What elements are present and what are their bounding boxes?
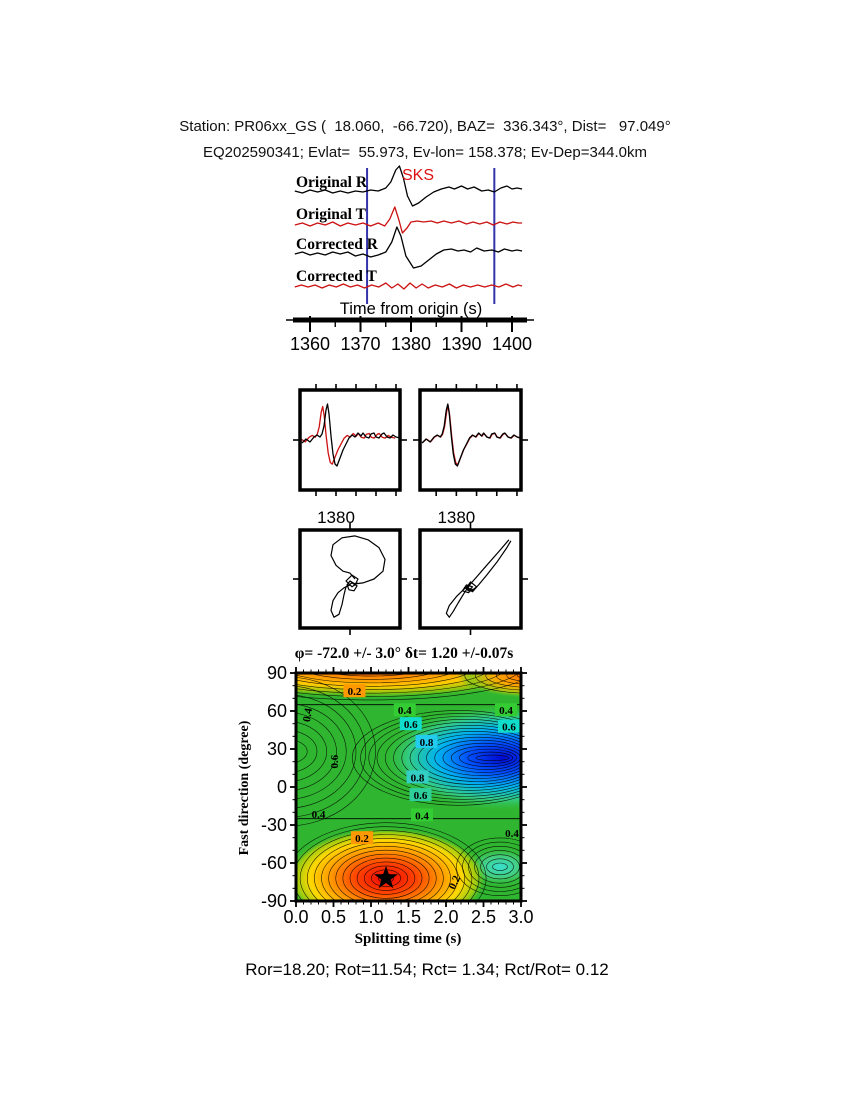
trace-original-r [294, 165, 523, 207]
contour-y-tick-label: 0 [277, 777, 287, 797]
event-header-line: EQ202590341; Evlat= 55.973, Ev-lon= 158.… [202, 144, 648, 161]
panel-frame [298, 388, 402, 492]
svg-text:0.8: 0.8 [420, 737, 434, 749]
svg-text:0.4: 0.4 [301, 707, 315, 723]
svg-text:0.6: 0.6 [404, 719, 418, 731]
misfit-contour-plot: 0.20.4 0.40.6 0.60.80.80.60.40.40.40.20.60… [261, 665, 534, 927]
contour-x-tick-label: 0.5 [321, 907, 346, 927]
particle-motion-path-corrected-linearized [461, 584, 474, 594]
contour-y-tick-label: -90 [261, 891, 287, 911]
trace-corrected-t [294, 282, 523, 290]
contour-x-tick-label: 2.5 [471, 907, 496, 927]
trace-original-t [294, 206, 523, 234]
contour-x-tick-label: 1.0 [358, 907, 383, 927]
particle-motion-path-uncorrected-elliptical [345, 574, 359, 588]
svg-text:0.2: 0.2 [348, 686, 362, 698]
contour-level-label: 0.2 [343, 684, 366, 698]
svg-text:0.4: 0.4 [415, 810, 429, 822]
contour-level-label: 0.6 [498, 719, 520, 734]
fast-direction-axis-label: Fast direction (degree) [237, 720, 252, 856]
panel-frame [418, 388, 523, 492]
trace-corrected-r [294, 226, 523, 269]
contour-y-tick-label: 60 [267, 701, 287, 721]
contour-y-tick-label: 90 [267, 665, 287, 683]
contour-level-label: 0.4 [495, 703, 517, 717]
time-tick-label: 1400 [492, 334, 532, 354]
svg-text:0.4: 0.4 [312, 809, 326, 821]
contour-x-tick-label: 2.0 [433, 907, 458, 927]
quality-stats-line: Ror=18.20; Rot=11.54; Rct= 1.34; Rct/Rot… [245, 960, 609, 979]
time-tick-label: 1380 [391, 334, 431, 354]
trace-label: Corrected R [296, 236, 379, 253]
svg-text:0.6: 0.6 [502, 722, 516, 734]
station-header-line: Station: PR06xx_GS ( 18.060, -66.720), B… [179, 118, 671, 135]
contour-level-label: 0.8 [406, 770, 429, 784]
contour-y-tick-label: -60 [261, 853, 287, 873]
splitting-time-axis-label: Splitting time (s) [354, 931, 462, 947]
time-tick-label: 1370 [340, 334, 380, 354]
svg-text:0.6: 0.6 [414, 790, 428, 802]
phase-label-sks: SKS [402, 167, 434, 184]
panel-frame [418, 528, 523, 630]
contour-level-label: 0.6 [399, 717, 422, 731]
contour-x-tick-label: 1.5 [396, 907, 421, 927]
svg-text:0.6: 0.6 [329, 754, 341, 768]
panel-tick-label: 1380 [317, 508, 355, 527]
contour-x-tick-label: 3.0 [508, 907, 533, 927]
svg-text:0.2: 0.2 [447, 873, 464, 891]
trace-label: Original R [296, 174, 368, 191]
contour-level-label: 0.4 [312, 809, 326, 821]
panel-trace-black-corrected [421, 403, 522, 467]
component-and-particle-panels: 1380 1380 [293, 384, 528, 635]
panel-trace-black-uncorrected [301, 403, 401, 467]
contour-y-tick-label: 30 [267, 739, 287, 759]
trace-label: Original T [296, 206, 367, 223]
splitting-result-title: φ= -72.0 +/- 3.0° δt= 1.20 +/-0.07s [294, 645, 514, 662]
contour-x-tick-label: 0.0 [283, 907, 308, 927]
svg-text:0.2: 0.2 [355, 833, 369, 845]
contour-level-label: 0.2 [447, 873, 464, 891]
contour-field: 0.20.4 0.40.6 0.60.80.80.60.40.40.40.20.60… [296, 673, 521, 901]
contour-y-tick-label: -30 [261, 815, 287, 835]
svg-text:0.4: 0.4 [505, 828, 519, 840]
svg-text:0.4: 0.4 [499, 705, 513, 717]
particle-motion-path-uncorrected-elliptical [330, 535, 386, 618]
contour-level-label: 0.4 [505, 828, 519, 840]
contour-level-label: 0.4 [301, 707, 315, 723]
waveform-overview-plot: Original R Original T Corrected R Corrected… [286, 165, 534, 354]
trace-label: Corrected T [296, 268, 377, 285]
time-tick-label: 1390 [441, 334, 481, 354]
particle-motion-path-corrected-linearized [445, 539, 512, 618]
contour-level-label: 0.4 [393, 703, 416, 717]
best-solution-star [374, 865, 398, 889]
contour-level-label: 0.8 [415, 734, 438, 749]
svg-text:0.8: 0.8 [411, 772, 425, 784]
panel-frame [298, 528, 402, 630]
panel-tick-label: 1380 [437, 508, 475, 527]
time-axis-title: Time from origin (s) [340, 300, 482, 318]
contour-level-label: 0.6 [329, 754, 341, 768]
time-tick-label: 1360 [290, 334, 330, 354]
contour-level-label: 0.6 [409, 788, 432, 802]
contour-level-label: 0.2 [351, 831, 373, 845]
svg-text:0.4: 0.4 [398, 705, 412, 717]
contour-level-label: 0.4 [411, 808, 433, 822]
